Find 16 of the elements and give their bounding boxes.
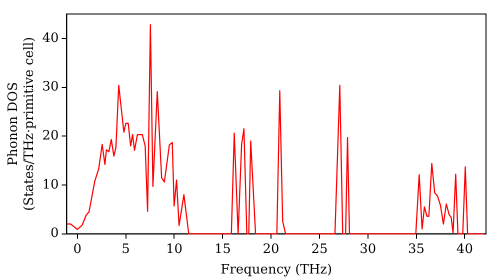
x-tick-label: 40 (456, 242, 473, 257)
y-axis-title: Phonon DOS (States/THz·primitive cell) (6, 36, 37, 211)
x-tick-label: 0 (73, 242, 82, 257)
x-tick-label: 35 (408, 242, 425, 257)
y-tick-label: 10 (42, 177, 59, 192)
x-tick-label: 5 (122, 242, 130, 257)
x-axis-title: Frequency (THz) (220, 262, 332, 278)
x-tick-label: 25 (311, 242, 328, 257)
y-tick-label: 40 (42, 30, 59, 46)
x-tick-label: 15 (214, 242, 231, 257)
y-tick-label: 0 (50, 226, 59, 242)
x-tick-label: 20 (262, 242, 280, 257)
x-tick-label: 30 (360, 242, 376, 257)
y-tick-label: 30 (42, 80, 59, 95)
x-tick-label: 10 (166, 242, 182, 257)
y-tick-label: 20 (42, 128, 59, 144)
